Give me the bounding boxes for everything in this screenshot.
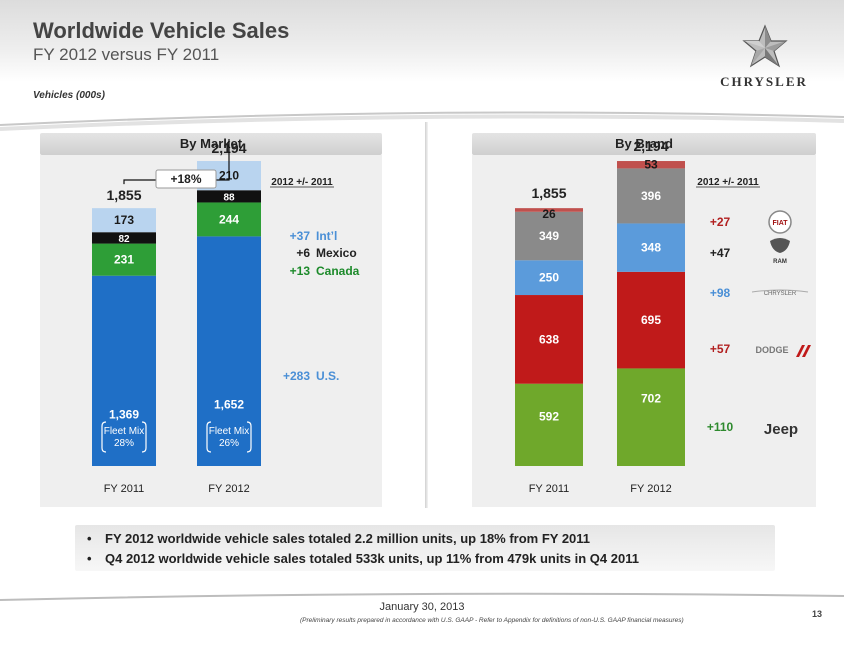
footer-swoosh xyxy=(0,592,844,601)
by-brand-header: By Brand xyxy=(472,133,816,155)
page-title: Worldwide Vehicle Sales xyxy=(33,18,290,43)
by-market-panel xyxy=(40,155,382,507)
units-note: Vehicles (000s) xyxy=(33,90,105,101)
decorative-swoosh xyxy=(0,111,844,131)
title-band xyxy=(0,0,844,82)
bullet-text: Q4 2012 worldwide vehicle sales totaled … xyxy=(105,551,639,566)
chrysler-pentastar-logo xyxy=(742,24,788,68)
page-number: 13 xyxy=(812,609,823,619)
footer-note: (Preliminary results prepared in accorda… xyxy=(300,617,684,624)
by-brand-panel xyxy=(472,155,816,507)
summary-bullets: • FY 2012 worldwide vehicle sales totaled… xyxy=(75,525,775,571)
page-subtitle: FY 2012 versus FY 2011 xyxy=(33,45,220,64)
chrysler-wordmark: CHRYSLER xyxy=(720,74,808,89)
bullet-item: • FY 2012 worldwide vehicle sales totaled… xyxy=(87,531,591,546)
bullet-text: FY 2012 worldwide vehicle sales totaled … xyxy=(105,531,591,546)
footer-date: January 30, 2013 xyxy=(379,601,465,613)
panel-divider xyxy=(425,122,428,508)
bullet-item: • Q4 2012 worldwide vehicle sales totaled… xyxy=(87,551,639,566)
by-market-header: By Market xyxy=(40,133,382,155)
